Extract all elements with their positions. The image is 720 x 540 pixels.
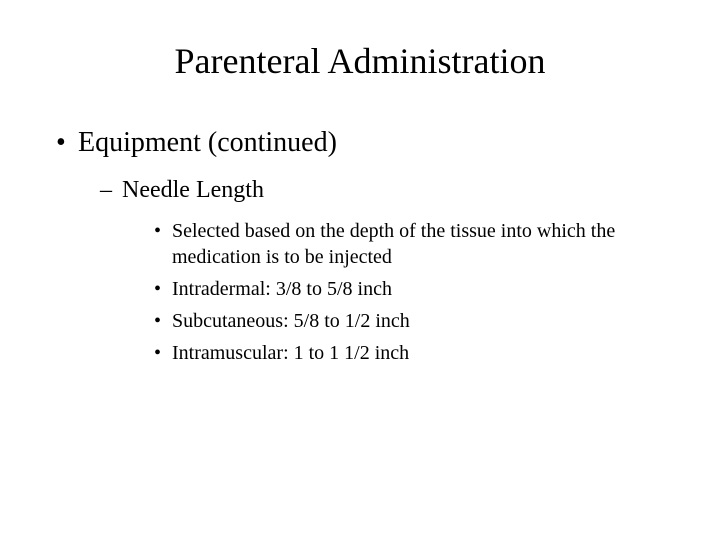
level2-item: Needle Length Selected based on the dept… [98, 177, 670, 366]
level3-item: Intramuscular: 1 to 1 1/2 inch [152, 340, 670, 366]
slide-title: Parenteral Administration [50, 40, 670, 82]
level3-text: Selected based on the depth of the tissu… [172, 220, 615, 268]
bullet-list-level1: Equipment (continued) Needle Length Sele… [50, 127, 670, 366]
bullet-list-level3: Selected based on the depth of the tissu… [152, 218, 670, 366]
level3-text: Intradermal: 3/8 to 5/8 inch [172, 278, 392, 300]
level2-text: Needle Length [122, 177, 264, 203]
level1-item: Equipment (continued) Needle Length Sele… [50, 127, 670, 366]
level3-item: Selected based on the depth of the tissu… [152, 218, 670, 270]
level3-text: Intramuscular: 1 to 1 1/2 inch [172, 342, 409, 364]
bullet-list-level2: Needle Length Selected based on the dept… [98, 177, 670, 366]
level3-text: Subcutaneous: 5/8 to 1/2 inch [172, 310, 410, 332]
level3-item: Subcutaneous: 5/8 to 1/2 inch [152, 308, 670, 334]
level3-item: Intradermal: 3/8 to 5/8 inch [152, 276, 670, 302]
level1-text: Equipment (continued) [78, 127, 337, 158]
